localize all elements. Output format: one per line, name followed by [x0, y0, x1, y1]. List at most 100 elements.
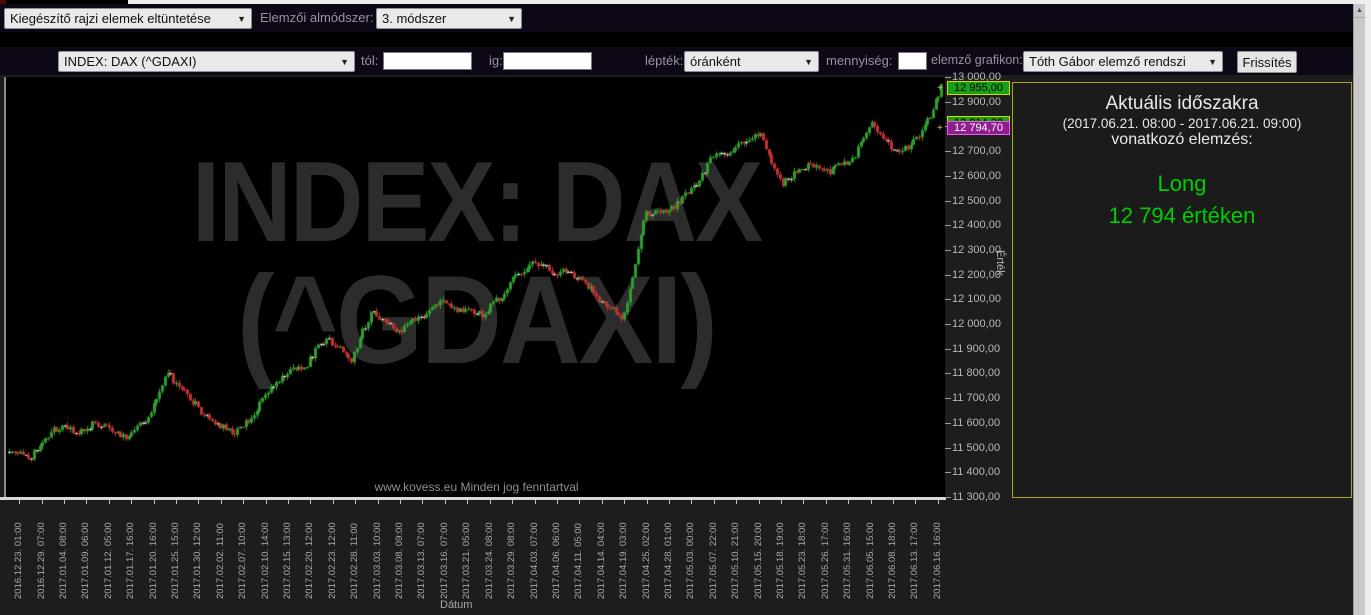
x-axis-label: 2017.04.06. 06:00: [550, 522, 562, 599]
x-axis-tick: [41, 500, 43, 504]
x-axis-tick: [713, 500, 715, 504]
x-axis-label: 2017.05.18. 19:00: [774, 522, 786, 599]
x-axis-label: 2017.03.21. 05:00: [461, 522, 473, 599]
x-axis-label: 2017.04.28. 01:00: [662, 522, 674, 599]
panel-period: (2017.06.21. 08:00 - 2017.06.21. 09:00): [1062, 116, 1302, 131]
draw-elements-select[interactable]: Kiegészítő rajzi elemek eltüntetése ▼: [4, 8, 252, 29]
x-axis-label: 2017.05.10. 21:00: [730, 522, 742, 599]
x-axis-tick: [332, 500, 334, 504]
x-axis-tick: [758, 500, 760, 504]
submethod-select[interactable]: 3. módszer ▼: [376, 8, 522, 29]
x-axis-tick: [86, 500, 88, 504]
to-date-input[interactable]: [503, 52, 592, 70]
y-axis-label: 13 000,00: [952, 71, 1001, 83]
y-axis-label: 11 800,00: [952, 367, 1001, 380]
x-axis-label: 2017.02.28. 11:00: [349, 523, 361, 599]
candles-canvas[interactable]: [6, 77, 947, 497]
x-axis-label: 2016.12.23. 01:00: [13, 522, 25, 599]
x-axis-label: 2017.03.16. 07:00: [438, 522, 450, 599]
window-top-edge: [0, 0, 1371, 4]
x-axis-tick: [512, 500, 514, 504]
submethod-select-value: 3. módszer: [382, 11, 447, 26]
analysis-panel: Aktuális időszakra (2017.06.21. 08:00 - …: [1012, 82, 1352, 498]
x-axis-label: 2017.01.09. 06:00: [80, 522, 92, 599]
scale-select[interactable]: óránként ▼: [684, 51, 819, 72]
x-axis-tick: [534, 500, 536, 504]
y-axis-tick: [945, 447, 951, 449]
y-axis-label: 12 500,00: [952, 194, 1001, 207]
y-axis-label: 11 600,00: [952, 416, 1001, 429]
x-axis-label: 2017.02.15. 13:00: [282, 522, 294, 599]
y-axis-tick: [945, 101, 951, 103]
price-marker-tick: +: [937, 122, 943, 134]
y-axis-label: 12 400,00: [952, 219, 1001, 232]
x-axis-label: 2017.06.08. 18:00: [886, 522, 898, 599]
from-label: tól:: [361, 53, 379, 68]
analyzer-select[interactable]: Tóth Gábor elemző rendszi ▼: [1023, 51, 1223, 72]
x-axis-label: 2017.03.08. 09:00: [394, 522, 406, 599]
x-axis-line: [0, 497, 946, 500]
y-axis-label: 12 700,00: [952, 145, 1001, 158]
x-axis-label: 2017.06.13. 17:00: [909, 522, 921, 599]
x-axis-tick: [108, 500, 110, 504]
analyzer-label: elemző grafikon:: [931, 53, 1023, 67]
x-axis-tick: [377, 500, 379, 504]
y-axis-label: 12 600,00: [952, 169, 1001, 182]
y-axis-tick: [945, 274, 951, 276]
vertical-scrollbar[interactable]: ▲: [1353, 4, 1365, 615]
y-axis-label: 11 700,00: [952, 392, 1001, 405]
x-axis-tick: [892, 500, 894, 504]
scroll-up-icon[interactable]: ▲: [1354, 4, 1365, 18]
y-axis-tick: [945, 497, 951, 498]
x-axis-label: 2017.04.11. 05:00: [573, 523, 585, 599]
from-date-input[interactable]: [383, 52, 472, 70]
y-axis-tick: [945, 200, 951, 202]
x-axis-label: 2017.01.25. 15:00: [170, 522, 182, 599]
x-axis-tick: [780, 500, 782, 504]
price-marker-badge: 12 794,70: [947, 120, 1010, 135]
y-axis-label: 12 200,00: [952, 268, 1001, 281]
x-axis-label: 2017.02.10. 14:00: [259, 522, 271, 599]
instrument-select[interactable]: INDEX: DAX (^GDAXI) ▼: [58, 51, 355, 72]
panel-title: Aktuális időszakra: [1105, 93, 1259, 114]
x-axis-tick: [19, 500, 21, 504]
chart-copyright: www.kovess.eu Minden jog fenntartval: [374, 480, 579, 494]
refresh-button[interactable]: Frissítés: [1237, 51, 1297, 73]
x-axis-tick: [803, 500, 805, 504]
y-axis-title: Érték: [994, 250, 1006, 276]
x-axis-label: 2017.02.02. 11:00: [214, 523, 226, 599]
y-axis-label: 12 900,00: [952, 95, 1001, 108]
y-axis-tick: [945, 398, 951, 400]
y-axis-label: 12 100,00: [952, 293, 1001, 306]
y-axis-tick: [945, 249, 951, 251]
x-axis-label: 2017.05.23. 18:00: [797, 522, 809, 599]
x-axis-title: Dátum: [440, 599, 473, 611]
x-axis-tick: [422, 500, 424, 504]
x-axis-label: 2017.01.20. 16:00: [147, 522, 159, 599]
x-axis-label: 2017.02.23. 12:00: [326, 522, 338, 599]
x-axis-label: 2017.05.07. 22:00: [707, 522, 719, 599]
x-axis-tick: [937, 500, 939, 504]
candlestick-chart[interactable]: INDEX: DAX (^GDAXI) www.kovess.eu Minden…: [4, 77, 947, 497]
y-axis-tick: [945, 348, 951, 350]
y-axis-label: 11 400,00: [952, 466, 1001, 479]
x-axis-tick: [265, 500, 267, 504]
x-axis-label: 2017.05.15. 20:00: [752, 522, 764, 599]
submethod-label: Elemzői almódszer:: [260, 10, 374, 25]
x-axis-tick: [848, 500, 850, 504]
x-axis-tick: [624, 500, 626, 504]
x-axis-label: 2017.02.07. 10:00: [237, 522, 249, 599]
x-axis-tick: [646, 500, 648, 504]
x-axis-tick: [243, 500, 245, 504]
quantity-input[interactable]: [898, 52, 927, 70]
x-axis-label: 2017.05.03. 00:00: [685, 522, 697, 599]
y-axis-tick: [945, 422, 951, 424]
y-axis-tick: [945, 472, 951, 474]
x-axis-label: 2017.01.30. 12:00: [192, 522, 204, 599]
chevron-down-icon: ▼: [340, 56, 349, 67]
x-axis-tick: [444, 500, 446, 504]
panel-subtitle: vonatkozó elemzés:: [1111, 131, 1253, 148]
x-axis-tick: [668, 500, 670, 504]
x-axis-label: 2017.04.19. 03:00: [618, 522, 630, 599]
x-axis-label: 2017.01.17. 16:00: [125, 522, 137, 599]
